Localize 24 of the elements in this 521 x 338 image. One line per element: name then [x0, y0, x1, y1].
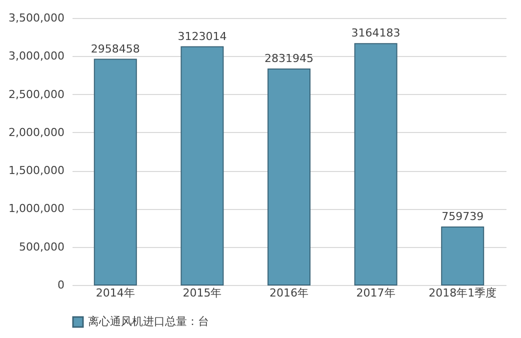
y-tick-label: 2,000,000 [8, 126, 64, 139]
bar [354, 43, 398, 286]
y-tick-label: 1,000,000 [8, 202, 64, 216]
y-tick-label: 0 [58, 278, 64, 292]
y-tick-label: 500,000 [19, 240, 64, 254]
data-label: 2958458 [90, 42, 140, 56]
y-tick-label: 2,500,000 [8, 88, 64, 101]
y-tick-label: 3,000,000 [8, 50, 64, 63]
x-tick-label: 2016年 [270, 286, 308, 300]
data-label: 3164183 [351, 26, 400, 40]
y-tick-label: 3,500,000 [8, 12, 64, 24]
data-label: 2831945 [264, 52, 314, 65]
bar [94, 58, 137, 286]
x-tick-label: 2017年 [356, 286, 396, 300]
x-tick-label: 2018年1季度 [428, 286, 497, 300]
bar [180, 46, 224, 286]
bar [441, 226, 484, 286]
x-tick-label: 2015年 [182, 286, 222, 300]
x-tick-label: 2014年 [96, 286, 135, 300]
data-label: 759739 [442, 210, 484, 224]
y-tick-label: 1,500,000 [8, 164, 64, 178]
bar [268, 68, 310, 286]
legend-label: 离心通风机进口总量：台 [88, 315, 209, 328]
data-label: 3123014 [178, 30, 227, 43]
